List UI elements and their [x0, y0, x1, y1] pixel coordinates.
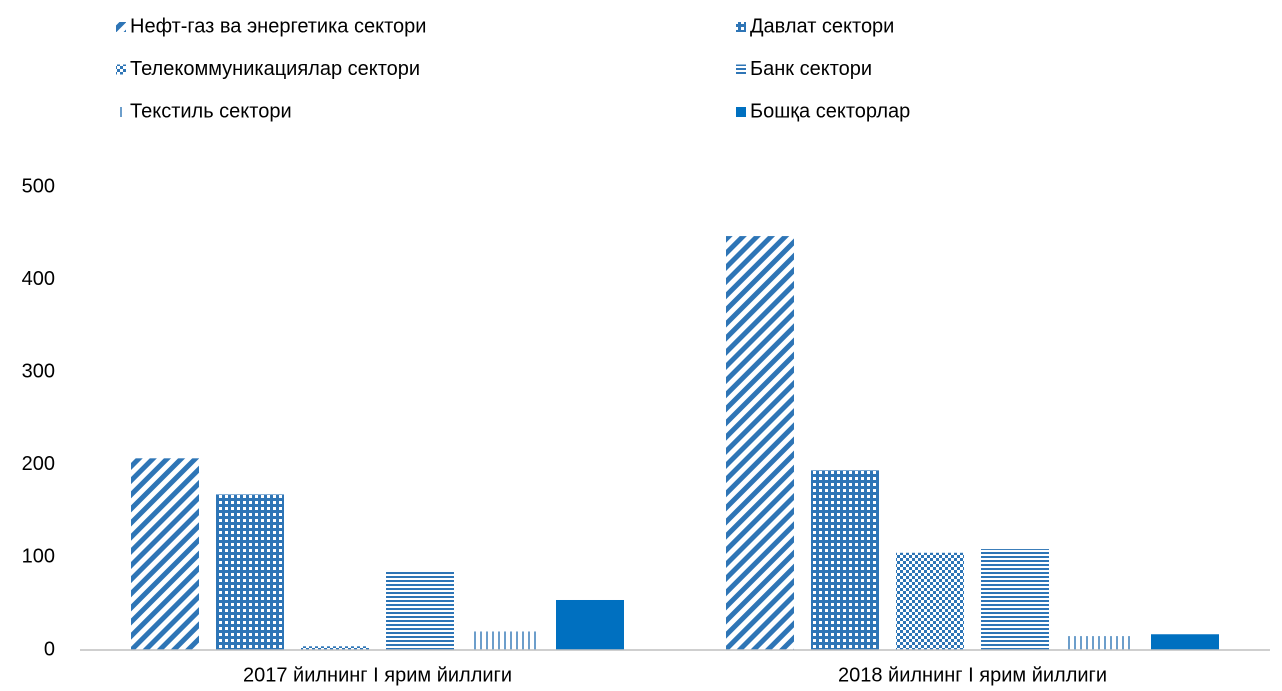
legend-label: Телекоммуникациялар сектори	[130, 58, 420, 80]
bar	[1066, 636, 1134, 650]
bar	[386, 571, 454, 650]
y-tick-label: 0	[44, 638, 55, 660]
bar	[1151, 634, 1219, 650]
legend-label: Нефт-газ ва энергетика сектори	[130, 15, 426, 37]
y-tick-label: 300	[22, 360, 55, 382]
bar	[471, 631, 539, 650]
bar	[216, 494, 284, 650]
y-tick-label: 400	[22, 268, 55, 290]
legend-swatch	[116, 107, 126, 117]
legend-swatch	[736, 64, 746, 75]
legend-swatch	[736, 107, 746, 117]
bar	[131, 458, 199, 650]
legend-label: Давлат сектори	[750, 15, 894, 37]
bar	[726, 236, 794, 650]
x-tick-label: 2017 йилнинг I ярим йиллиги	[243, 664, 512, 686]
bar	[896, 552, 964, 650]
y-tick-label: 100	[22, 546, 55, 568]
legend-label: Текстиль сектори	[130, 100, 292, 122]
legend-label: Бошқа секторлар	[750, 100, 910, 122]
legend-label: Банк сектори	[750, 58, 872, 80]
legend-swatch	[116, 22, 126, 32]
bar	[301, 646, 369, 650]
y-tick-label: 500	[22, 175, 55, 197]
bar	[556, 599, 624, 650]
legend-swatch	[736, 22, 746, 32]
bar	[811, 470, 879, 650]
bar	[981, 549, 1049, 650]
legend-swatch	[116, 64, 126, 75]
y-tick-label: 200	[22, 453, 55, 475]
x-tick-label: 2018 йилнинг I ярим йиллиги	[838, 664, 1107, 686]
